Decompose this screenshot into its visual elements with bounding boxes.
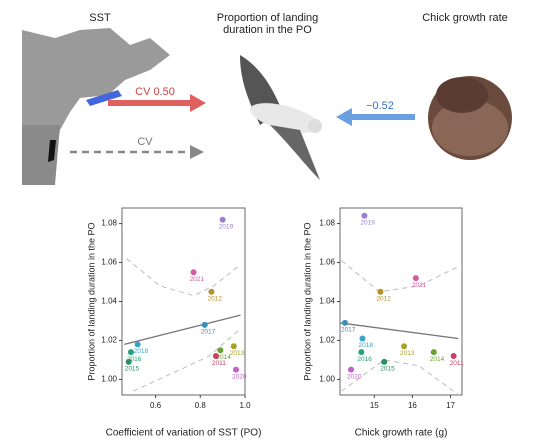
point-label: 2012 [207, 295, 222, 302]
y-tick-label: 1.04 [319, 297, 335, 306]
point [219, 216, 226, 223]
confidence-band [341, 359, 459, 396]
y-tick-label: 1.02 [319, 336, 335, 345]
point-label: 2015 [380, 366, 395, 373]
point [127, 349, 134, 356]
point [212, 353, 219, 360]
x-axis-label: Chick growth rate (g) [355, 428, 448, 439]
fit-line [124, 314, 241, 345]
point [233, 366, 240, 373]
point [358, 349, 365, 356]
point-label: 2011 [212, 360, 226, 367]
point [201, 321, 208, 328]
point [450, 353, 457, 360]
point [190, 269, 197, 276]
point-label: 2013 [400, 350, 415, 357]
point-label: 2013 [230, 350, 245, 357]
point [208, 288, 215, 295]
point [361, 212, 368, 219]
x-axis-label: Coefficient of variation of SST (PO) [106, 428, 262, 439]
point [381, 358, 388, 365]
point-label: 2015 [125, 366, 140, 373]
chick [428, 76, 512, 160]
point [430, 349, 437, 356]
point-label: 2016 [357, 356, 372, 363]
y-tick-label: 1.06 [101, 258, 117, 267]
x-tick-label: 1.0 [239, 401, 251, 410]
point-label: 2019 [360, 220, 375, 227]
fit-line [339, 322, 459, 340]
y-tick-label: 1.02 [101, 336, 117, 345]
y-axis-label: Proportion of landing duration in the PO [86, 222, 96, 380]
point-label: 2019 [219, 223, 234, 230]
point [412, 275, 419, 282]
point [217, 347, 224, 354]
point-label: 2012 [376, 295, 391, 302]
point-label: 2017 [201, 329, 216, 336]
point [134, 341, 141, 348]
plot-frame [121, 207, 246, 396]
point [230, 343, 237, 350]
point-label: 2020 [347, 373, 362, 380]
point-label: 2018 [358, 342, 373, 349]
y-tick-label: 1.08 [319, 219, 335, 228]
x-tick-label: 0.6 [150, 401, 162, 410]
label: Proportion of landing duration in the PO [216, 12, 319, 36]
point [377, 288, 384, 295]
point-label: 2018 [134, 348, 149, 355]
point-label: 2016 [127, 356, 142, 363]
point [359, 335, 366, 342]
arrow-head [190, 145, 204, 159]
y-tick-label: 1.06 [319, 258, 335, 267]
y-axis-label: Proportion of landing duration in the PO [302, 222, 312, 380]
arrow-label: CV [137, 136, 153, 148]
y-tick-label: 1.00 [319, 375, 335, 384]
x-tick-label: 17 [446, 401, 455, 410]
label: SST [89, 12, 111, 24]
arrow-head [336, 108, 352, 126]
point [125, 358, 132, 365]
bird [240, 55, 322, 180]
label: Chick growth rate [422, 12, 508, 24]
point-label: 2014 [216, 354, 231, 361]
point-label: 2014 [430, 356, 445, 363]
point-label: 2020 [232, 373, 247, 380]
point-label: 2021 [190, 276, 205, 283]
arrow-label: CV 0.50 [135, 86, 175, 98]
x-tick-label: 0.8 [195, 401, 207, 410]
point-label: 2017 [341, 327, 356, 334]
x-tick-label: 16 [408, 401, 417, 410]
point [401, 343, 408, 350]
confidence-band [132, 330, 239, 392]
point-label: 2011 [450, 360, 464, 367]
arrow-label: −0.52 [366, 100, 394, 112]
x-tick-label: 15 [370, 401, 379, 410]
confidence-band [341, 260, 459, 293]
point [341, 319, 348, 326]
plot-frame [339, 207, 463, 396]
y-tick-label: 1.04 [101, 297, 117, 306]
y-tick-label: 1.08 [101, 219, 117, 228]
point [348, 366, 355, 373]
arrow-head [190, 94, 206, 112]
point-label: 2021 [412, 282, 427, 289]
confidence-band [126, 258, 239, 297]
y-tick-label: 1.00 [101, 375, 117, 384]
map [22, 28, 170, 185]
